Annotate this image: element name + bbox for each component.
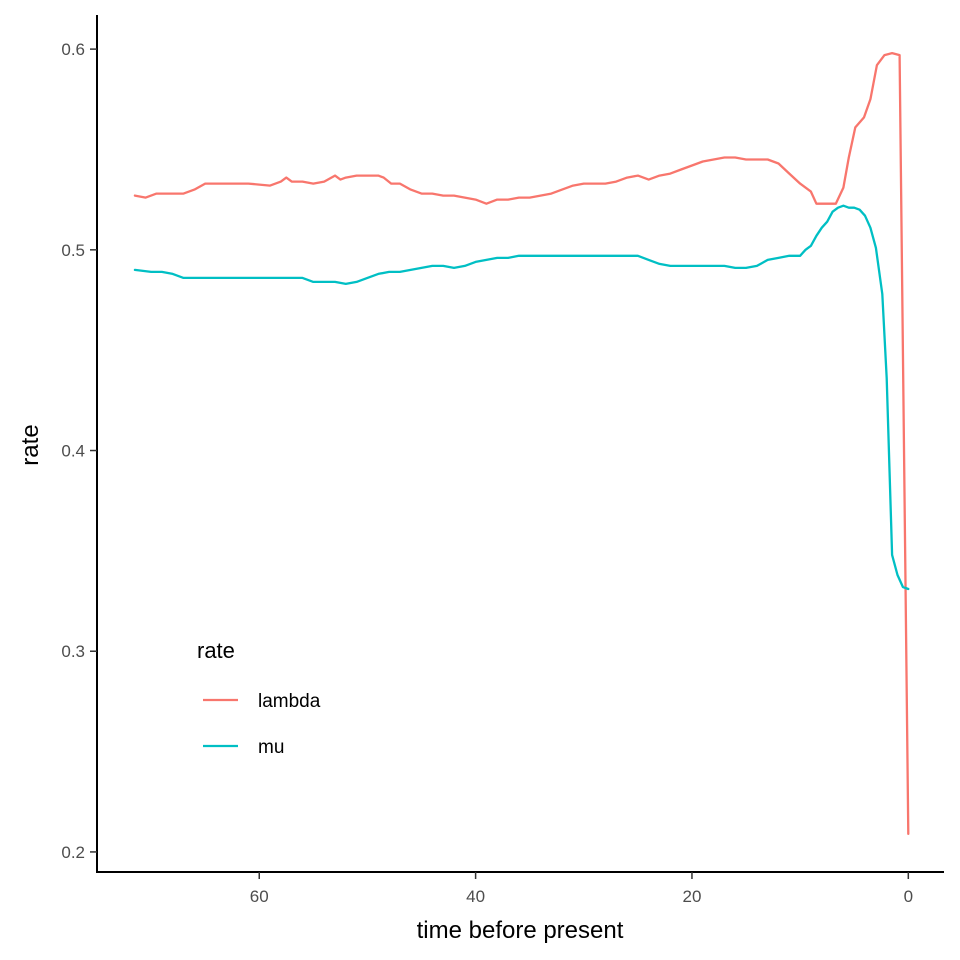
series-line-mu bbox=[133, 204, 910, 591]
x-tick-label: 40 bbox=[466, 887, 485, 906]
x-axis-ticks: 60 40 20 0 bbox=[250, 872, 913, 906]
series-line-lambda bbox=[133, 51, 910, 836]
y-tick-label: 0.5 bbox=[61, 241, 85, 260]
legend-label-lambda: lambda bbox=[258, 691, 321, 712]
y-axis-title: rate bbox=[17, 424, 44, 465]
x-axis-title: time before present bbox=[417, 917, 624, 944]
legend-title: rate bbox=[197, 638, 235, 663]
x-tick-label: 0 bbox=[904, 887, 913, 906]
x-tick-label: 60 bbox=[250, 887, 269, 906]
y-tick-label: 0.2 bbox=[61, 843, 85, 862]
legend: rate lambda mu bbox=[197, 638, 321, 758]
x-tick-label: 20 bbox=[682, 887, 701, 906]
y-axis-ticks: 0.2 0.3 0.4 0.5 0.6 bbox=[61, 40, 97, 862]
series-lines bbox=[133, 51, 910, 836]
y-tick-label: 0.4 bbox=[61, 442, 85, 461]
legend-label-mu: mu bbox=[258, 737, 284, 758]
y-tick-label: 0.3 bbox=[61, 642, 85, 661]
y-tick-label: 0.6 bbox=[61, 40, 85, 59]
